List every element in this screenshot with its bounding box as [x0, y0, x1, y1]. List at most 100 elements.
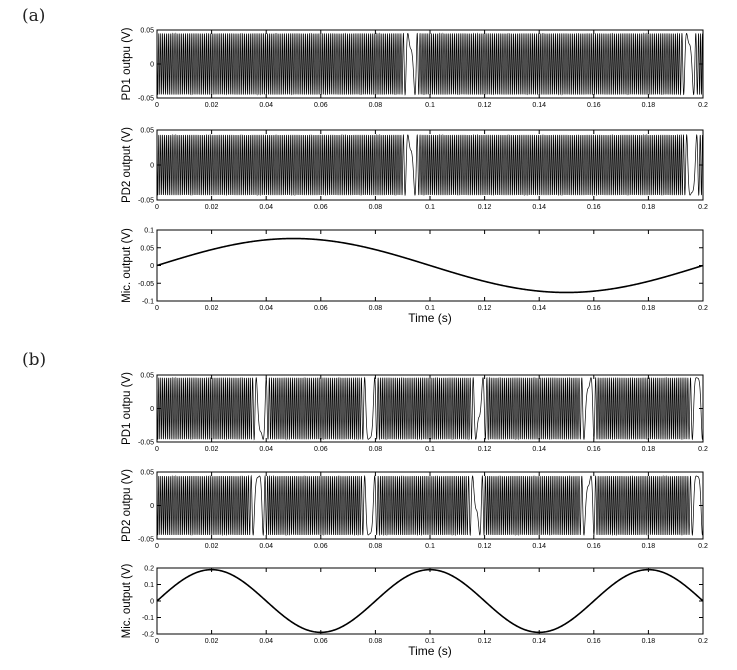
y-tick-label: 0 [150, 62, 154, 69]
y-tick-label: -0.05 [138, 198, 154, 205]
y-tick-label: -0.05 [138, 96, 154, 103]
y-axis-label: PD2 outpu (V) [121, 469, 133, 542]
x-tick-label: 0.08 [369, 204, 383, 211]
y-tick-label: 0.2 [144, 566, 154, 573]
x-tick-label: 0.02 [205, 543, 219, 550]
subplot-5: 0 0.02 0.04 0.06 0.08 0.1 0.12 0.14 0.16 0.18 0.2 -… [121, 469, 708, 550]
x-tick-label: 0.16 [587, 543, 601, 550]
x-tick-label: 0.02 [205, 638, 219, 645]
x-tick-label: 0.04 [259, 305, 273, 312]
y-tick-label: -0.1 [142, 299, 154, 306]
x-tick-label: 0.16 [587, 446, 601, 453]
y-tick-label: 0.05 [140, 245, 154, 252]
x-tick-label: 0.16 [587, 102, 601, 109]
x-tick-label: 0.08 [369, 638, 383, 645]
x-tick-label: 0.16 [587, 638, 601, 645]
x-tick-label: 0.04 [259, 204, 273, 211]
y-tick-label: 0 [150, 503, 154, 510]
y-tick-label: 0 [150, 263, 154, 270]
panel-label-a: (a) [22, 6, 46, 26]
x-tick-label: 0.2 [698, 102, 708, 109]
x-tick-label: 0.18 [642, 204, 656, 211]
x-tick-label: 0.12 [478, 543, 492, 550]
x-tick-label: 0 [155, 305, 159, 312]
x-tick-label: 0.06 [314, 102, 328, 109]
x-tick-label: 0.14 [532, 543, 546, 550]
y-axis-label: PD1 outpu (V) [121, 372, 133, 445]
data-line [156, 376, 704, 441]
x-tick-label: 0.18 [642, 446, 656, 453]
x-axis-label: Time (s) [408, 644, 452, 658]
x-tick-label: 0.06 [314, 204, 328, 211]
x-tick-label: 0.14 [532, 446, 546, 453]
y-tick-label: 0 [150, 163, 154, 170]
x-tick-label: 0.08 [369, 102, 383, 109]
x-tick-label: 0 [155, 638, 159, 645]
y-tick-label: 0.05 [140, 128, 154, 135]
x-tick-label: 0.08 [369, 543, 383, 550]
x-tick-label: 0.1 [425, 305, 435, 312]
x-tick-label: 0.02 [205, 305, 219, 312]
x-tick-label: 0 [155, 204, 159, 211]
x-tick-label: 0.14 [532, 305, 546, 312]
x-tick-label: 0.08 [369, 305, 383, 312]
x-tick-label: 0.06 [314, 638, 328, 645]
x-tick-label: 0.12 [478, 102, 492, 109]
y-tick-label: 0 [150, 406, 154, 413]
y-axis-label: PD1 outpu (V) [121, 27, 133, 100]
x-tick-label: 0.1 [425, 446, 435, 453]
y-tick-label: -0.05 [138, 440, 154, 447]
x-tick-label: 0.12 [478, 204, 492, 211]
subplot-2: 0 0.02 0.04 0.06 0.08 0.1 0.12 0.14 0.16 0.18 0.2 -… [121, 127, 708, 211]
subplot-1: 0 0.02 0.04 0.06 0.08 0.1 0.12 0.14 0.16 0.18 0.2 -… [121, 27, 708, 109]
x-tick-label: 0.04 [259, 446, 273, 453]
x-tick-label: 0.02 [205, 204, 219, 211]
y-tick-label: 0.05 [140, 470, 154, 477]
y-tick-label: -0.1 [142, 615, 154, 622]
y-tick-label: -0.05 [138, 281, 154, 288]
x-tick-label: 0.14 [532, 638, 546, 645]
y-axis-label: PD2 output (V) [121, 127, 133, 203]
y-axis-label: Mic. output (V) [121, 563, 133, 638]
x-tick-label: 0.2 [698, 305, 708, 312]
x-tick-label: 0.12 [478, 305, 492, 312]
subplot-6: 0 0.02 0.04 0.06 0.08 0.1 0.12 0.14 0.16 0.18 0.2 -… [121, 563, 708, 658]
x-tick-label: 0.18 [642, 305, 656, 312]
x-tick-label: 0.04 [259, 638, 273, 645]
y-tick-label: -0.05 [138, 537, 154, 544]
x-tick-label: 0.04 [259, 543, 273, 550]
y-tick-label: -0.2 [142, 632, 154, 639]
subplot-3: 0 0.02 0.04 0.06 0.08 0.1 0.12 0.14 0.16 0.18 0.2 -… [121, 228, 708, 326]
y-tick-label: 0.1 [144, 228, 154, 235]
subplot-4: 0 0.02 0.04 0.06 0.08 0.1 0.12 0.14 0.16 0.18 0.2 -… [121, 372, 708, 453]
x-tick-label: 0.1 [425, 204, 435, 211]
x-tick-label: 0 [155, 543, 159, 550]
x-tick-label: 0.14 [532, 204, 546, 211]
x-tick-label: 0.1 [425, 543, 435, 550]
x-tick-label: 0.02 [205, 102, 219, 109]
x-tick-label: 0.1 [425, 102, 435, 109]
x-tick-label: 0.12 [478, 446, 492, 453]
x-tick-label: 0.14 [532, 102, 546, 109]
x-tick-label: 0.06 [314, 543, 328, 550]
x-tick-label: 0 [155, 446, 159, 453]
x-tick-label: 0.1 [425, 638, 435, 645]
data-line [156, 133, 704, 197]
data-line [156, 237, 704, 294]
x-tick-label: 0.2 [698, 638, 708, 645]
y-tick-label: 0.05 [140, 28, 154, 35]
x-tick-label: 0.2 [698, 446, 708, 453]
x-tick-label: 0.12 [478, 638, 492, 645]
x-tick-label: 0.16 [587, 305, 601, 312]
x-tick-label: 0.2 [698, 543, 708, 550]
x-tick-label: 0 [155, 102, 159, 109]
x-tick-label: 0.18 [642, 638, 656, 645]
x-tick-label: 0.18 [642, 543, 656, 550]
x-tick-label: 0.02 [205, 446, 219, 453]
x-tick-label: 0.06 [314, 446, 328, 453]
y-tick-label: 0 [150, 599, 154, 606]
y-tick-label: 0.1 [144, 582, 154, 589]
data-line [156, 568, 704, 634]
